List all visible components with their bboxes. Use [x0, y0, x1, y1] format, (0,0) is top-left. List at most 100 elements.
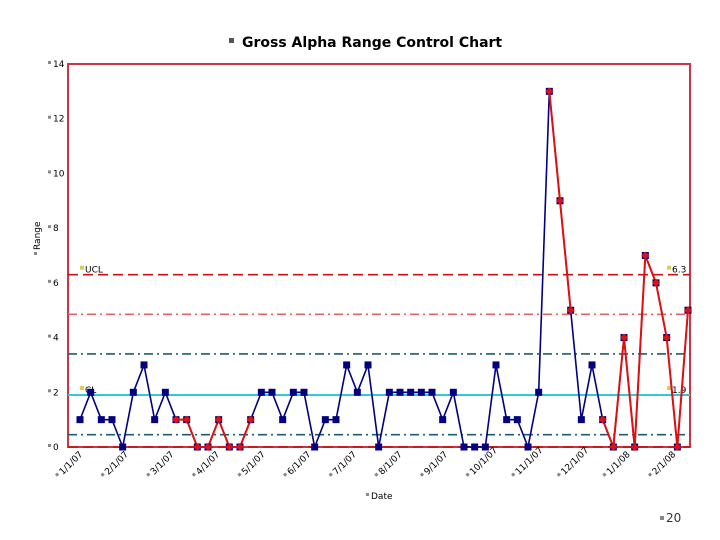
data-point-square	[300, 388, 308, 396]
ref-label-bullet-icon	[80, 386, 84, 391]
xlabel-bullet-icon	[366, 493, 369, 496]
data-point-diamond	[662, 333, 671, 342]
x-tick-bullet-icon	[465, 472, 470, 477]
x-tick: 2/1/07	[100, 450, 131, 478]
x-tick-label: 2/1/08	[651, 450, 679, 478]
data-point-diamond	[193, 443, 202, 451]
x-tick-bullet-icon	[374, 472, 379, 477]
data-point-square	[481, 443, 489, 451]
x-tick: 2/1/08	[647, 450, 679, 478]
x-tick-label: 2/1/07	[103, 450, 131, 478]
data-point-square	[407, 388, 415, 396]
x-tick-bullet-icon	[511, 472, 516, 477]
data-point-diamond	[204, 443, 212, 451]
x-tick-label: 7/1/07	[331, 450, 359, 478]
reference-line-value: 6.3	[672, 266, 686, 276]
x-tick-label: 5/1/07	[240, 450, 268, 478]
x-tick-label: 10/1/07	[468, 446, 500, 478]
data-point-square	[460, 443, 468, 451]
data-point-square	[268, 388, 276, 396]
x-tick-bullet-icon	[54, 472, 60, 477]
y-tick-bullet-icon	[48, 444, 51, 447]
data-point-square	[503, 416, 511, 424]
data-point-square	[140, 361, 148, 369]
y-axis-title: Range	[33, 221, 43, 250]
x-tick: 7/1/07	[328, 450, 359, 478]
x-tick-label: 8/1/07	[377, 450, 405, 478]
data-point-square	[588, 361, 596, 369]
data-point-diamond	[225, 443, 234, 451]
x-tick: 4/1/07	[191, 450, 222, 477]
data-point-diamond	[630, 443, 639, 451]
data-point-square	[428, 388, 436, 396]
y-tick-label: 8	[53, 224, 59, 234]
data-point-square	[151, 416, 159, 424]
data-point-diamond	[609, 443, 618, 451]
x-tick-bullet-icon	[191, 472, 197, 477]
x-tick-label: 11/1/07	[514, 446, 546, 478]
x-tick: 1/1/07	[54, 450, 86, 478]
chart-title: Gross Alpha Range Control Chart	[242, 35, 502, 51]
data-point-square	[396, 388, 404, 396]
x-tick-bullet-icon	[556, 472, 561, 477]
data-point-square	[279, 416, 287, 424]
x-tick-label: 3/1/07	[149, 450, 177, 478]
data-point-diamond	[556, 196, 564, 205]
x-tick-bullet-icon	[647, 472, 653, 477]
y-tick-bullet-icon	[48, 115, 51, 119]
data-point-square	[439, 416, 447, 424]
ref-value-bullet-icon	[667, 265, 671, 270]
data-point-diamond	[673, 443, 682, 451]
data-point-square	[119, 443, 127, 451]
data-point-square	[353, 388, 361, 396]
x-tick-label: 12/1/07	[560, 446, 592, 478]
x-tick-bullet-icon	[602, 472, 607, 477]
chart-title-group: Gross Alpha Range Control Chart	[229, 35, 502, 51]
y-tick-bullet-icon	[48, 279, 51, 283]
data-point-diamond	[684, 306, 692, 315]
data-point-square	[492, 361, 500, 369]
data-point-square	[161, 388, 169, 396]
x-tick: 12/1/07	[556, 446, 592, 478]
x-axis-title-group: Date	[366, 492, 393, 502]
x-tick: 5/1/07	[237, 450, 268, 478]
data-point-diamond	[620, 333, 628, 342]
data-point-square	[87, 388, 95, 396]
x-tick-bullet-icon	[100, 472, 105, 477]
y-axis-title-group: Range	[33, 221, 43, 255]
data-point-square	[343, 361, 351, 369]
series-layer	[76, 87, 692, 451]
x-axis: 1/1/07 2/1/07 3/1/07 4/1/07 5/1/07 6/1/07 7/1/…	[54, 446, 679, 478]
y-tick-bullet-icon	[48, 389, 51, 393]
x-tick-bullet-icon	[283, 472, 288, 477]
data-point-square	[332, 416, 340, 424]
ylabel-bullet-icon	[34, 252, 37, 255]
y-tick-bullet-icon	[48, 61, 51, 64]
y-tick-label: 2	[53, 388, 59, 398]
data-point-square	[417, 388, 425, 396]
data-point-square	[321, 416, 329, 424]
data-point-square	[577, 416, 585, 424]
x-tick-bullet-icon	[328, 472, 333, 477]
y-tick-label: 4	[53, 334, 59, 344]
page-number-group: 20	[660, 511, 681, 525]
page-number-bullet-icon	[660, 516, 664, 520]
x-tick: 9/1/07	[419, 450, 450, 477]
data-point-square	[364, 361, 372, 369]
reference-line-label: UCL	[85, 266, 103, 276]
series-line-red	[601, 255, 689, 448]
x-tick: 11/1/07	[511, 446, 546, 478]
data-point-diamond	[182, 415, 191, 424]
data-point-diamond	[641, 251, 650, 260]
ref-label-bullet-icon	[80, 265, 84, 270]
data-point-square	[449, 388, 457, 396]
x-tick-label: 6/1/07	[286, 450, 314, 478]
title-bullet-icon	[229, 38, 234, 43]
x-tick-label: 1/1/08	[605, 450, 633, 478]
x-tick-label: 1/1/07	[58, 450, 86, 478]
ref-value-bullet-icon	[667, 386, 671, 391]
x-tick-bullet-icon	[146, 472, 151, 477]
y-tick-label: 12	[53, 115, 64, 125]
data-point-square	[311, 443, 319, 451]
data-point-square	[76, 416, 84, 424]
